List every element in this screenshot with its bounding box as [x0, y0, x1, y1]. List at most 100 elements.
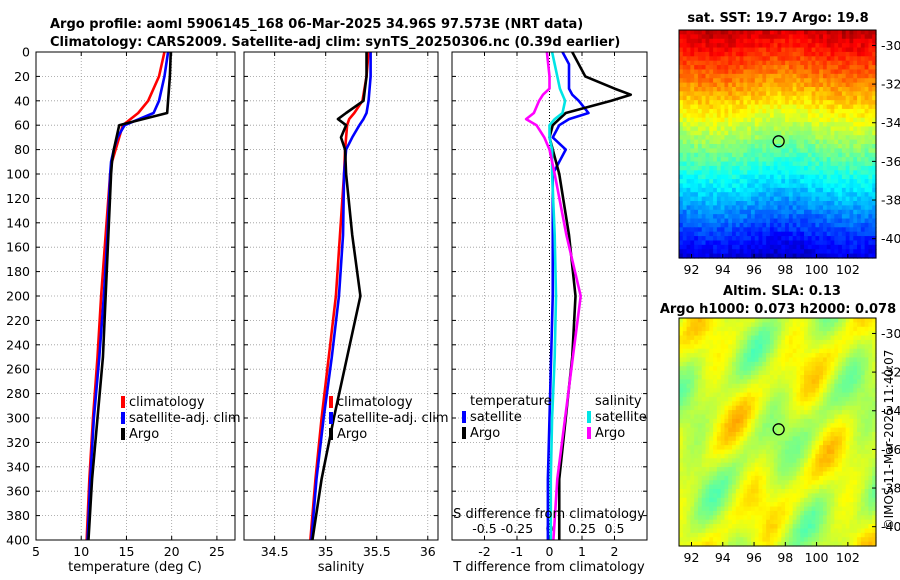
- map-cell: [838, 322, 843, 328]
- map-cell: [800, 161, 805, 167]
- map-cell: [872, 192, 877, 198]
- map-cell: [807, 475, 813, 481]
- map-cell: [754, 326, 760, 332]
- map-cell: [807, 117, 813, 123]
- map-cell: [864, 401, 870, 407]
- map-cell: [777, 157, 782, 163]
- map-cell: [686, 467, 691, 473]
- map-cell: [860, 108, 866, 114]
- map-cell: [709, 78, 714, 84]
- map-cell: [747, 192, 752, 198]
- map-cell: [747, 462, 752, 468]
- map-cell: [754, 436, 760, 442]
- map-cell: [769, 240, 775, 246]
- map-cell: [720, 388, 726, 394]
- map-cell: [701, 130, 707, 136]
- map-cell: [830, 249, 835, 255]
- map-cell: [849, 148, 854, 154]
- map-cell: [686, 126, 691, 132]
- map-cell: [826, 60, 832, 66]
- map-cell: [732, 60, 737, 66]
- map-cell: [716, 227, 722, 233]
- legend-swatch-climatology: [329, 396, 333, 408]
- map-cell: [720, 117, 726, 123]
- map-cell: [713, 244, 718, 250]
- map-cell: [750, 157, 756, 163]
- map-cell: [701, 410, 707, 416]
- map-cell: [864, 152, 870, 158]
- map-cell: [853, 126, 858, 132]
- map-cell: [732, 449, 737, 455]
- map-cell: [682, 348, 688, 354]
- map-cell: [747, 370, 752, 376]
- map-cell: [735, 73, 741, 79]
- map-cell: [720, 161, 726, 167]
- map-cell: [845, 100, 851, 106]
- map-cell: [773, 87, 779, 92]
- map-cell: [838, 196, 843, 202]
- map-cell: [758, 100, 763, 106]
- map-cell: [754, 108, 760, 114]
- map-cell: [697, 366, 703, 372]
- map-cell: [792, 100, 798, 106]
- map-cell: [739, 370, 745, 376]
- map-cell: [819, 453, 824, 459]
- map-cell: [739, 253, 745, 259]
- map-cell: [807, 30, 813, 35]
- legend-swatch-climatology: [121, 396, 125, 408]
- map-cell: [845, 388, 851, 394]
- map-cell: [743, 100, 748, 106]
- map-cell: [732, 214, 737, 220]
- map-cell: [690, 218, 695, 224]
- map-cell: [785, 218, 790, 224]
- map-cell: [853, 366, 858, 372]
- map-cell: [697, 453, 703, 459]
- map-cell: [750, 60, 756, 66]
- map-cell: [762, 104, 767, 110]
- map-cell: [785, 348, 790, 354]
- map-cell: [804, 91, 809, 97]
- map-cell: [800, 113, 805, 119]
- map-cell: [773, 471, 779, 477]
- map-cell: [826, 148, 832, 154]
- map-cell: [788, 117, 794, 123]
- map-cell: [716, 170, 722, 176]
- map-cell: [819, 405, 824, 411]
- map-cell: [838, 47, 843, 53]
- map-cell: [743, 414, 748, 420]
- map-cell: [826, 38, 832, 44]
- map-cell: [735, 396, 741, 402]
- map-cell: [750, 161, 756, 167]
- map-cell: [792, 135, 798, 141]
- map-cell: [804, 113, 809, 119]
- map-cell: [690, 361, 695, 367]
- map-cell: [750, 108, 756, 114]
- map-cell: [773, 453, 779, 459]
- map-cell: [807, 432, 813, 437]
- map-cell: [853, 165, 858, 171]
- map-cell: [864, 205, 870, 211]
- map-cell: [804, 148, 809, 154]
- map-cell: [686, 209, 691, 215]
- map-cell: [694, 253, 699, 259]
- map-cell: [822, 165, 828, 171]
- map-cell: [766, 95, 771, 101]
- map-cell: [868, 240, 873, 246]
- map-cell: [811, 87, 816, 92]
- map-cell: [762, 318, 767, 323]
- map-cell: [841, 414, 847, 420]
- map-cell: [853, 375, 858, 380]
- map-cell: [868, 222, 873, 228]
- map-cell: [735, 196, 741, 202]
- map-cell: [701, 179, 707, 185]
- map-cell: [766, 318, 771, 323]
- map-cell: [811, 240, 816, 246]
- map-cell: [792, 331, 798, 337]
- map-cell: [868, 357, 873, 363]
- map-cell: [739, 475, 745, 481]
- map-cell: [777, 405, 782, 411]
- map-cell: [766, 467, 771, 473]
- map-cell: [804, 462, 809, 468]
- map-cell: [845, 379, 851, 385]
- map-cell: [857, 453, 862, 459]
